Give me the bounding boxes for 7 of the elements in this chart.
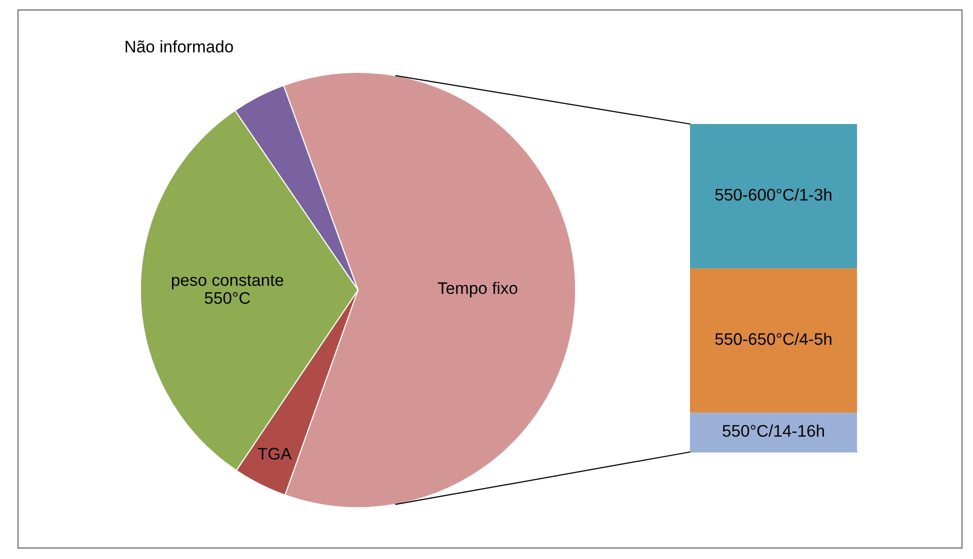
slice-label: TGA <box>258 448 292 460</box>
slice-label: Tempo fixo <box>438 282 518 298</box>
series-label: 550-600°C/1-3h <box>715 188 832 201</box>
slice-label: Não informado <box>126 40 233 52</box>
slice-label: peso constante 550°C <box>172 275 284 304</box>
series-label: 550°C/14-16h <box>722 424 824 437</box>
series-label: 550-650°C/4-5h <box>715 332 832 345</box>
